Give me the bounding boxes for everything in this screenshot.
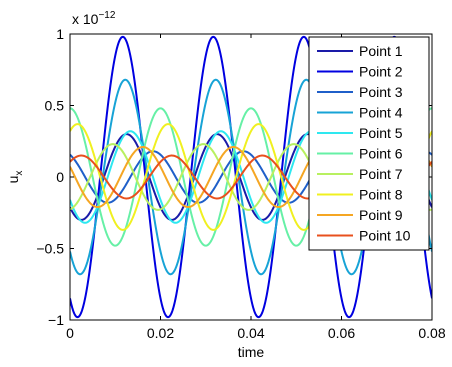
svg-text:ux: ux xyxy=(5,171,25,184)
x-tick-label: 0.02 xyxy=(147,325,174,341)
x-tick-label: 0.04 xyxy=(237,325,264,341)
y-tick-label: −0.5 xyxy=(36,241,64,257)
legend: Point 1 Point 2 Point 3 Point 4 Point 5 Point… xyxy=(308,36,430,251)
y-axis-label-subscript: x xyxy=(14,171,25,176)
legend-label-point-7: Point 7 xyxy=(359,166,403,182)
y-tick-label: 1 xyxy=(56,26,64,42)
y-tick-label: 0.5 xyxy=(45,98,65,114)
x-axis-label: time xyxy=(238,344,265,360)
exponent-base: x 10 xyxy=(72,11,99,27)
exponent-power: −12 xyxy=(98,10,115,21)
legend-label-point-1: Point 1 xyxy=(359,43,403,59)
x-tick-label: 0.06 xyxy=(328,325,355,341)
x-tick-label: 0.08 xyxy=(418,325,445,341)
legend-label-point-10: Point 10 xyxy=(359,228,411,244)
legend-label-point-3: Point 3 xyxy=(359,84,403,100)
svg-text:x 10−12: x 10−12 xyxy=(72,10,116,27)
tick-layer: 0 0.02 0.04 0.06 0.08 −1 −0.5 0 0.5 1 xyxy=(36,26,445,341)
y-tick-label: 0 xyxy=(56,169,64,185)
y-tick-label: −1 xyxy=(48,312,64,328)
legend-label-point-8: Point 8 xyxy=(359,187,403,203)
x-tick-label: 0 xyxy=(66,325,74,341)
y-axis-label-base: u xyxy=(5,176,21,184)
legend-label-point-2: Point 2 xyxy=(359,64,403,80)
legend-label-point-6: Point 6 xyxy=(359,146,403,162)
legend-label-point-5: Point 5 xyxy=(359,125,403,141)
legend-label-point-4: Point 4 xyxy=(359,105,403,121)
exponent-label: x 10−12 xyxy=(72,10,116,27)
legend-label-point-9: Point 9 xyxy=(359,207,403,223)
y-axis-label: ux xyxy=(5,171,25,184)
